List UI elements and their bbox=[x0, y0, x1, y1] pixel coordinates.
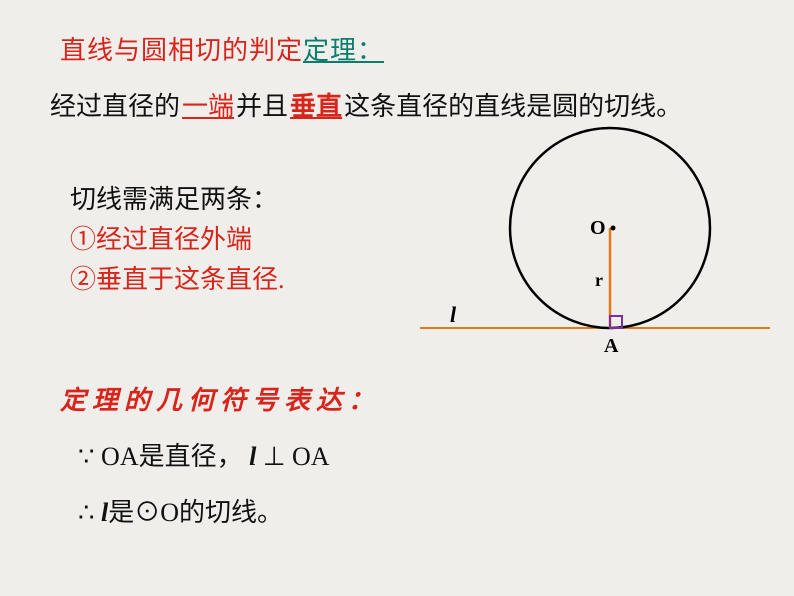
theorem-mid: 并且 bbox=[236, 92, 288, 121]
theorem-pre: 经过直径的 bbox=[50, 92, 180, 121]
geom-symbol-head: 定理的几何符号表达： bbox=[60, 380, 380, 417]
theorem-endpoint: 一端 bbox=[180, 92, 236, 121]
symbol-line-1: ∵ OA是直径， l ⊥ OA bbox=[78, 436, 330, 473]
label-l: l bbox=[450, 302, 457, 327]
condition-2: ②垂直于这条直径. bbox=[70, 260, 285, 300]
conditions-block: 切线需满足两条： ①经过直径外端 ②垂直于这条直径. bbox=[70, 180, 285, 300]
label-r: r bbox=[595, 270, 603, 290]
theorem-post: 这条直径的直线是圆的切线。 bbox=[344, 92, 682, 121]
slide-page: 直线与圆相切的判定定理： 经过直径的一端并且垂直这条直径的直线是圆的切线。 切线… bbox=[0, 0, 794, 596]
title-part1: 直线与圆相切的判定 bbox=[60, 36, 303, 65]
circle-diagram: O r l A bbox=[400, 118, 780, 368]
center-dot bbox=[611, 226, 616, 231]
title-line: 直线与圆相切的判定定理： bbox=[60, 30, 384, 67]
condition-1: ①经过直径外端 bbox=[70, 220, 285, 260]
because-symbol: ∵ bbox=[78, 442, 95, 471]
therefore-symbol: ∴ bbox=[78, 498, 95, 527]
label-O: O bbox=[590, 217, 606, 239]
sym1-l: l bbox=[249, 442, 263, 471]
symbol-line-2: ∴ l是⊙O的切线。 bbox=[78, 492, 283, 529]
perp-box bbox=[610, 316, 622, 328]
title-theorem-link: 定理： bbox=[303, 36, 384, 65]
theorem-perp: 垂直 bbox=[288, 92, 344, 121]
sym1-perp: ⊥ OA bbox=[263, 442, 330, 471]
sym1-text-a: OA是直径， bbox=[95, 442, 243, 471]
sym2-text: 是⊙O的切线。 bbox=[108, 498, 283, 527]
label-A: A bbox=[604, 335, 619, 357]
conditions-head: 切线需满足两条： bbox=[70, 180, 285, 220]
